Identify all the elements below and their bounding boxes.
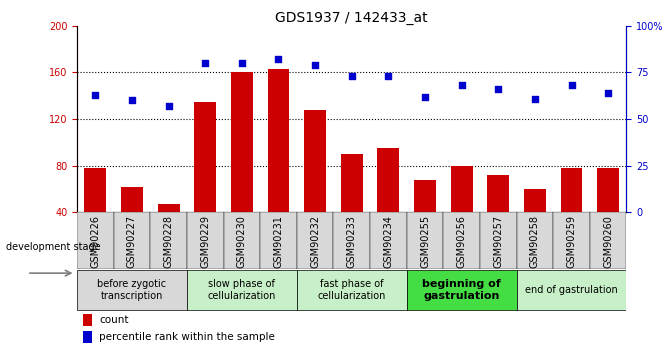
Bar [334,212,370,269]
Bar [194,101,216,212]
Text: GSM90227: GSM90227 [127,215,137,268]
Bar [157,204,180,212]
FancyBboxPatch shape [407,270,517,310]
Text: GSM90255: GSM90255 [420,215,430,268]
FancyBboxPatch shape [77,270,187,310]
Text: GSM90230: GSM90230 [237,215,247,268]
Bar [267,69,289,212]
Text: development stage: development stage [6,241,100,252]
Bar [517,212,553,269]
Point [200,60,210,66]
Point [456,83,467,88]
Point [163,103,174,109]
Bar [451,166,472,212]
Bar [224,212,260,269]
Bar [82,314,92,326]
Point [127,98,137,103]
Bar [297,212,334,269]
Bar [561,168,582,212]
Text: GSM90229: GSM90229 [200,215,210,268]
Bar [231,72,253,212]
Text: GSM90256: GSM90256 [457,215,466,268]
Point [237,60,247,66]
Point [603,90,614,96]
Text: GSM90228: GSM90228 [163,215,174,268]
Bar [444,212,480,269]
Bar [304,110,326,212]
Text: count: count [99,315,129,325]
Bar [553,212,590,269]
Text: GSM90257: GSM90257 [493,215,503,268]
Bar [370,212,407,269]
Point [419,94,430,99]
Bar [590,212,626,269]
Point [566,83,577,88]
Text: GSM90231: GSM90231 [273,215,283,268]
Text: fast phase of
cellularization: fast phase of cellularization [318,279,386,300]
Bar [82,331,92,343]
Bar [480,212,517,269]
Bar [150,212,187,269]
Text: GSM90260: GSM90260 [603,215,613,268]
Text: GSM90233: GSM90233 [347,215,356,268]
Text: percentile rank within the sample: percentile rank within the sample [99,332,275,342]
Bar [377,148,399,212]
FancyBboxPatch shape [517,270,626,310]
Text: slow phase of
cellularization: slow phase of cellularization [208,279,276,300]
Point [310,62,320,68]
Bar [114,212,150,269]
Point [529,96,540,101]
Text: GSM90234: GSM90234 [383,215,393,268]
Bar [77,212,114,269]
Bar [414,179,436,212]
Title: GDS1937 / 142433_at: GDS1937 / 142433_at [275,11,428,25]
Text: before zygotic
transcription: before zygotic transcription [97,279,167,300]
FancyBboxPatch shape [187,270,297,310]
Bar [597,168,619,212]
Bar [84,168,107,212]
Point [273,57,284,62]
Bar [260,212,297,269]
Point [346,73,357,79]
Text: GSM90232: GSM90232 [310,215,320,268]
FancyBboxPatch shape [297,270,407,310]
Point [383,73,394,79]
Bar [524,189,546,212]
Text: GSM90259: GSM90259 [567,215,576,268]
Bar [407,212,444,269]
Bar [187,212,224,269]
Text: beginning of
gastrulation: beginning of gastrulation [422,279,501,300]
Bar [121,187,143,212]
Point [90,92,100,98]
Bar [487,175,509,212]
Text: end of gastrulation: end of gastrulation [525,285,618,295]
Point [493,87,504,92]
Text: GSM90258: GSM90258 [530,215,540,268]
Bar [341,154,362,212]
Text: GSM90226: GSM90226 [90,215,100,268]
